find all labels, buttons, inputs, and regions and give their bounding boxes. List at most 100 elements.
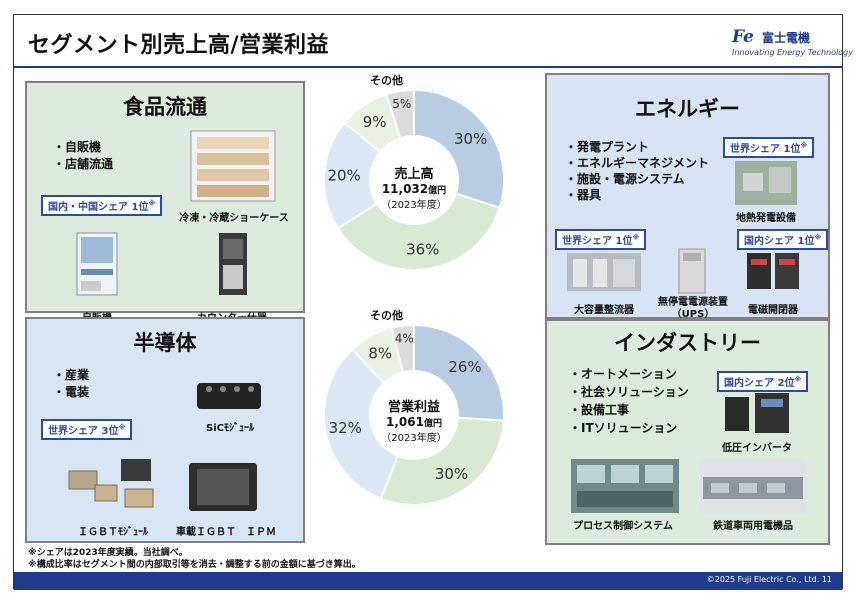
igbt-caption: ＩＧＢＴﾓｼﾞｭｰﾙ — [78, 527, 148, 538]
profit-other-label: その他 — [370, 309, 403, 322]
semi-bullet-item: 電装 — [53, 384, 89, 401]
profit-center-value: 1,061 — [386, 415, 424, 429]
footnote: ※構成比率はセグメント間の内部取引等を消去・調整する前の金額に基づき算出。 — [28, 560, 361, 570]
food-distribution-panel: 食品流通 自販機 店舗流通 国内・中国シェア 1位※ 冷凍・冷蔵ショーケース 自… — [25, 81, 305, 324]
pie-slice-label: 20% — [327, 167, 360, 185]
energy-world-share-badge: 世界シェア 1位※ — [723, 137, 815, 158]
logo-name: 富士電機 — [762, 31, 811, 45]
semi-bullets: 産業 電装 — [53, 367, 89, 401]
food-heading: 食品流通 — [123, 95, 207, 119]
ups-image — [678, 248, 706, 294]
rectifier-caption: 大容量整流器 — [574, 305, 634, 316]
process-control-caption: プロセス制御システム — [573, 521, 673, 532]
energy-bullet-item: エネルギーマネジメント — [565, 155, 709, 171]
rectifier-image — [567, 253, 641, 291]
magnetic-switch-image — [747, 253, 799, 289]
logo-tagline: Innovating Energy Technology — [732, 48, 853, 57]
semi-bullet-item: 産業 — [53, 367, 89, 384]
pie-slice-label: 30% — [435, 465, 468, 483]
energy-bullets: 発電プラント エネルギーマネジメント 施設・電源システム 器具 — [565, 139, 709, 203]
showcase-caption: 冷凍・冷蔵ショーケース — [179, 213, 289, 224]
title-divider — [14, 66, 842, 68]
semiconductor-panel: 半導体 産業 電装 世界シェア 3位※ SiCﾓｼﾞｭｰﾙ ＩＧＢＴﾓｼﾞｭｰﾙ… — [25, 317, 305, 543]
pie-slice-label: 9% — [363, 113, 387, 131]
sales-center-title: 売上高 — [394, 167, 434, 182]
sic-module-image — [197, 383, 261, 409]
inverter-caption: 低圧インバータ — [722, 443, 792, 454]
sic-caption: SiCﾓｼﾞｭｰﾙ — [206, 423, 254, 434]
energy-world-share-badge-2: 世界シェア 1位※ — [555, 229, 647, 250]
industry-bullet-item: 社会ソリューション — [569, 383, 689, 401]
profit-center-unit: 億円 — [423, 419, 442, 429]
profit-pie-chart: 26% 30% 32% 8%4% — [323, 323, 505, 506]
railway-equipment-image — [699, 459, 807, 513]
inverter-image — [725, 393, 789, 433]
badge-text: 国内シェア 2位 — [724, 378, 795, 389]
ups-caption-line: 無停電電源装置 — [658, 297, 728, 308]
badge-note-mark: ※ — [118, 423, 126, 432]
pie-slice-label: 32% — [329, 419, 362, 437]
badge-note-mark: ※ — [794, 375, 802, 384]
food-bullet-item: 自販機 — [53, 139, 113, 156]
showcase-image — [190, 130, 276, 202]
pie-slice-1 — [379, 416, 505, 506]
ipm-caption: 車載ＩＧＢＴ ＩＰＭ — [176, 527, 276, 538]
badge-text: 世界シェア 1位 — [562, 236, 633, 247]
pie-slice-label: 8% — [368, 345, 392, 363]
food-bullets: 自販機 店舗流通 — [53, 139, 113, 173]
badge-note-mark: ※ — [800, 141, 808, 150]
semi-heading: 半導体 — [133, 331, 197, 355]
industry-share-badge: 国内シェア 2位※ — [717, 371, 809, 392]
footer-bar: ©2025 Fuji Electric Co., Ltd. 11 — [14, 572, 842, 590]
industry-bullet-item: オートメーション — [569, 365, 689, 383]
badge-note-mark: ※ — [632, 233, 640, 242]
badge-text: 国内シェア 1位 — [744, 236, 815, 247]
geothermal-caption: 地熱発電設備 — [736, 213, 796, 224]
sales-center-note: （2023年度） — [381, 200, 447, 211]
industry-panel: インダストリー オートメーション 社会ソリューション 設備工事 ITソリューショ… — [545, 319, 830, 545]
profit-center-note: （2023年度） — [381, 433, 447, 444]
energy-panel: エネルギー 発電プラント エネルギーマネジメント 施設・電源システム 器具 世界… — [545, 73, 830, 321]
pie-slice-4 — [384, 88, 415, 140]
profit-center-value-line: 1,061億円 — [366, 415, 462, 429]
slide: セグメント別売上高/営業利益 Fe 富士電機 Innovating Energy… — [13, 14, 853, 590]
pie-slice-label: 5% — [392, 97, 411, 111]
pie-slice-label: 26% — [448, 358, 481, 376]
badge-text: 世界シェア 1位 — [730, 144, 801, 155]
sales-pie-center: 売上高 11,032億円 （2023年度） — [366, 163, 462, 211]
industry-bullet-item: 設備工事 — [569, 401, 689, 419]
logo-mark: Fe — [732, 27, 754, 47]
footnote: ※シェアは2023年度実績。当社調べ。 — [28, 548, 188, 558]
page-title: セグメント別売上高/営業利益 — [28, 33, 330, 58]
sales-center-unit: 億円 — [428, 186, 447, 196]
counter-fixture-image — [219, 233, 247, 295]
sales-other-label: その他 — [370, 74, 403, 87]
pie-slice-0 — [413, 88, 505, 210]
pie-slice-label: 30% — [454, 130, 487, 148]
food-share-badge: 国内・中国シェア 1位※ — [41, 195, 163, 216]
pie-slice-1 — [336, 192, 501, 271]
industry-bullets: オートメーション 社会ソリューション 設備工事 ITソリューション — [569, 365, 689, 437]
industry-bullet-item: ITソリューション — [569, 419, 689, 437]
ups-caption-line: （UPS） — [671, 309, 715, 320]
badge-note-mark: ※ — [814, 233, 822, 242]
semi-share-badge: 世界シェア 3位※ — [41, 419, 133, 440]
process-control-image — [571, 459, 679, 513]
pie-slice-0 — [413, 323, 505, 422]
badge-text: 世界シェア 3位 — [48, 426, 119, 437]
ipm-module-image — [189, 463, 257, 511]
sales-center-value: 11,032 — [381, 182, 429, 196]
sales-center-value-line: 11,032億円 — [366, 182, 462, 196]
ups-caption: 無停電電源装置 （UPS） — [651, 297, 735, 321]
geothermal-plant-image — [735, 161, 797, 205]
industry-heading: インダストリー — [614, 331, 761, 355]
pie-slice-label: 4% — [395, 332, 414, 346]
pie-slice-2 — [323, 347, 400, 500]
badge-note-mark: ※ — [148, 199, 156, 208]
food-bullet-item: 店舗流通 — [53, 156, 113, 173]
energy-bullet-item: 発電プラント — [565, 139, 709, 155]
pie-slice-label: 36% — [406, 240, 439, 258]
energy-bullet-item: 施設・電源システム — [565, 171, 709, 187]
profit-center-title: 営業利益 — [387, 400, 440, 415]
sales-pie-chart: 30% 36% 20% 9% 5% — [323, 88, 505, 271]
